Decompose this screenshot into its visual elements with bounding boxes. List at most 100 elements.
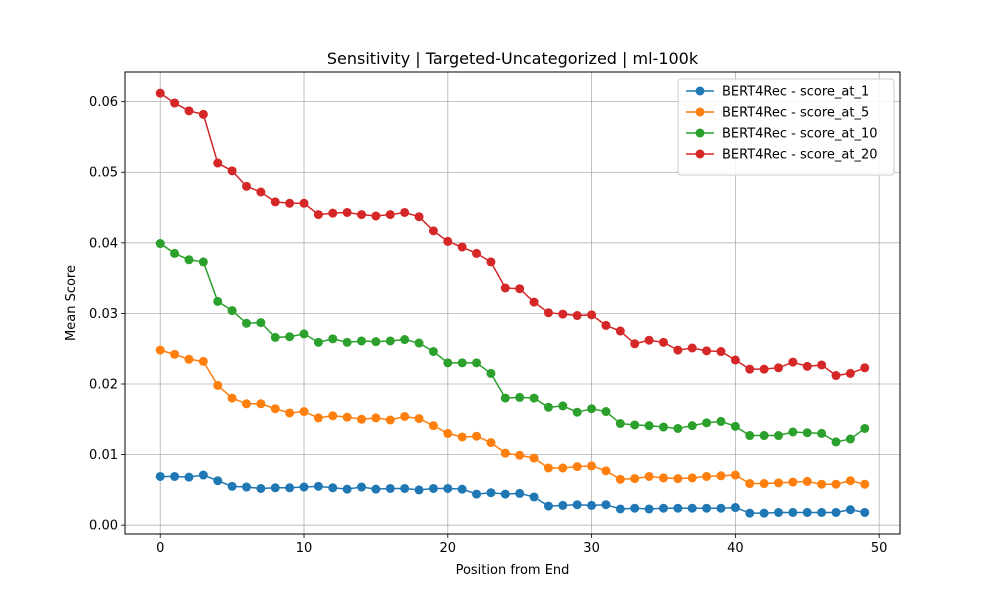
data-point [515,284,525,294]
data-point [845,505,855,515]
data-point [802,507,812,517]
data-point [687,473,697,483]
plot-frame [124,71,901,535]
data-point [443,483,453,493]
data-point [486,368,496,378]
data-point [630,339,640,349]
x-tick-label: 40 [727,541,744,556]
data-point [328,334,338,344]
data-point [184,106,194,116]
data-point [558,401,568,411]
legend-box [677,78,895,176]
data-point [500,283,510,293]
data-point [357,336,367,346]
data-point [198,356,208,366]
data-point [831,507,841,517]
data-point [256,187,266,197]
data-point [860,507,870,517]
data-point [299,198,309,208]
y-tick-label: 0.06 [89,95,118,110]
data-point [860,479,870,489]
data-point [213,158,223,168]
data-point [270,483,280,493]
data-point [457,358,467,368]
y-tick-label: 0.01 [89,448,118,463]
chart-title: Sensitivity | Targeted-Uncategorized | m… [327,49,699,68]
y-tick-label: 0.04 [89,236,118,251]
data-point [342,337,352,347]
data-point [529,453,539,463]
data-point [716,471,726,481]
data-point [270,332,280,342]
data-point [702,471,712,481]
data-point [558,463,568,473]
data-point [428,421,438,431]
data-point [543,402,553,412]
data-point [486,257,496,267]
data-point [543,308,553,318]
data-point [400,483,410,493]
data-point [385,336,395,346]
data-point [687,343,697,353]
data-point [601,407,611,417]
data-point [529,393,539,403]
data-point [587,310,597,320]
data-point [673,503,683,513]
data-point [702,346,712,356]
data-point [457,242,467,252]
data-point [270,197,280,207]
data-point [256,399,266,409]
data-point [831,437,841,447]
data-point [802,361,812,371]
data-point [328,208,338,218]
data-point [730,470,740,480]
data-point [644,504,654,514]
y-tick-label: 0.05 [89,166,118,181]
y-axis-label: Mean Score [64,265,79,341]
data-point [788,477,798,487]
series [155,345,870,489]
data-point [702,418,712,428]
x-tick-label: 50 [871,541,888,556]
data-point [414,338,424,348]
data-point [759,508,769,518]
series-group [155,88,870,518]
data-point [357,210,367,220]
data-point [615,504,625,514]
data-point [285,483,295,493]
data-point [342,484,352,494]
data-point [716,503,726,513]
data-point [543,501,553,511]
data-point [313,481,323,491]
data-point [615,326,625,336]
data-point [817,507,827,517]
data-point [299,329,309,339]
data-point [213,296,223,306]
data-point [170,98,180,108]
axis-ticks: 0 10 20 30 40 50 0.00 0.01 0.02 0.03 0.04 0.05 0.06 [89,95,887,556]
data-point [500,448,510,458]
data-point [687,503,697,513]
data-point [170,248,180,258]
data-point [774,431,784,441]
data-point [155,345,165,355]
data-point [601,320,611,330]
legend-label: BERT4Rec - score_at_1 [722,85,869,100]
data-point [831,371,841,381]
series [155,470,870,518]
data-point [400,411,410,421]
data-point [845,434,855,444]
data-point [673,423,683,433]
data-point [385,210,395,220]
data-point [745,364,755,374]
data-point [241,482,251,492]
data-point [198,109,208,119]
data-point [155,88,165,98]
legend-label: BERT4Rec - score_at_20 [722,148,878,163]
y-tick-label: 0.02 [89,378,118,393]
data-point [371,484,381,494]
data-point [587,500,597,510]
data-point [385,483,395,493]
data-point [572,500,582,510]
